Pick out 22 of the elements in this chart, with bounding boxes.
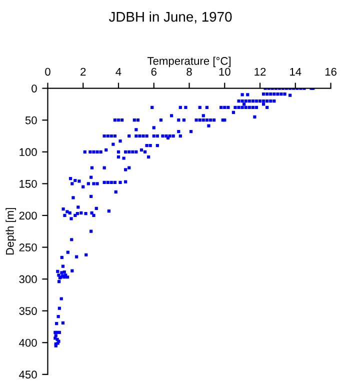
y-tick-label: 50 — [25, 116, 37, 124]
x-tick-label: 4 — [116, 68, 122, 76]
x-tick-label: 6 — [151, 68, 156, 76]
x-tick-label: 16 — [325, 68, 336, 76]
y-tick-label: 350 — [19, 307, 37, 315]
y-axis-title: Depth [m] — [6, 208, 16, 255]
y-tick-label: 100 — [20, 148, 37, 156]
y-tick-label: 0 — [32, 84, 37, 92]
x-tick-label: 10 — [219, 68, 230, 76]
x-tick-label: 2 — [80, 68, 86, 76]
y-tick-label: 200 — [19, 212, 37, 220]
x-tick-label: 12 — [254, 68, 266, 76]
chart-title: JDBH in June, 1970 — [108, 12, 232, 24]
x-tick-label: 14 — [290, 68, 302, 76]
x-tick-label: 0 — [45, 68, 50, 76]
y-tick-label: 300 — [19, 275, 37, 284]
y-tick-label: 150 — [20, 180, 37, 188]
y-tick-label: 400 — [19, 338, 37, 347]
x-tick-label: 8 — [186, 68, 192, 76]
x-axis-title: Temperature [°C] — [147, 56, 231, 68]
y-tick-label: 250 — [19, 244, 37, 252]
y-tick-label: 450 — [19, 370, 37, 379]
